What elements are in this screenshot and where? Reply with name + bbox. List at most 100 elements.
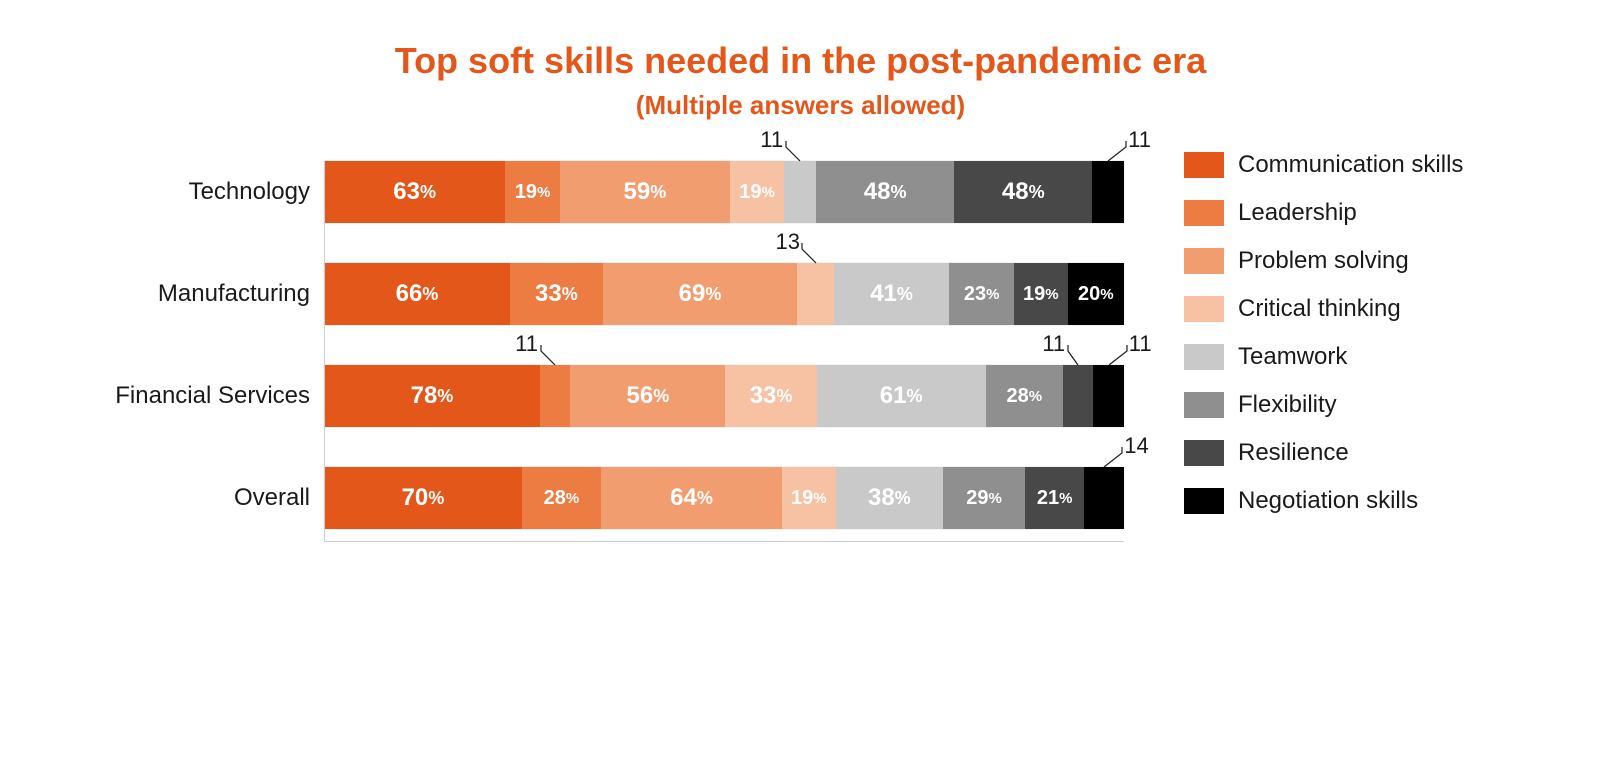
callout-text: 11 xyxy=(515,331,538,356)
bar-segment-communication: 66% xyxy=(324,263,510,325)
bar-segment-critical: 19% xyxy=(730,161,785,223)
legend-swatch xyxy=(1184,488,1224,514)
stacked-bar: 78% 56%33%61%28% xyxy=(324,365,1124,427)
rows-column: Technology63%19%59%19%48%48%1111Manufact… xyxy=(100,161,1124,529)
bar-segment-teamwork: 38% xyxy=(836,467,943,529)
bar-segment-flexibility: 48% xyxy=(816,161,954,223)
bar-area: 70%28%64%19%38%29%21%14 xyxy=(324,467,1124,529)
bar-segment-problem: 69% xyxy=(603,263,797,325)
bar-segment-leadership: 19% xyxy=(505,161,560,223)
bar-segment-communication: 63% xyxy=(324,161,505,223)
bar-segment-critical: 19% xyxy=(782,467,836,529)
callout-text: 11 xyxy=(1128,127,1151,152)
callout-label: 11 xyxy=(1128,127,1151,153)
legend-item: Communication skills xyxy=(1184,151,1463,179)
stacked-bar: 66%33%69% 41%23%19%20% xyxy=(324,263,1124,325)
bar-segment-flexibility: 28% xyxy=(986,365,1064,427)
bar-segment-leadership: 28% xyxy=(522,467,601,529)
chart-body: Technology63%19%59%19%48%48%1111Manufact… xyxy=(0,161,1601,529)
bar-segment-resilience: 19% xyxy=(1014,263,1068,325)
legend-label: Teamwork xyxy=(1238,343,1347,371)
callout-leader xyxy=(1042,331,1043,332)
legend-label: Communication skills xyxy=(1238,151,1463,179)
callout-text: 11 xyxy=(760,127,783,152)
row-label: Overall xyxy=(100,484,324,512)
bar-segment-problem: 64% xyxy=(601,467,782,529)
legend-item: Resilience xyxy=(1184,439,1463,467)
callout-text: 14 xyxy=(1124,433,1148,458)
bar-segment-negotiation xyxy=(1084,467,1124,529)
legend-swatch xyxy=(1184,296,1224,322)
bar-segment-resilience: 48% xyxy=(954,161,1092,223)
bar-segment-teamwork: 41% xyxy=(834,263,949,325)
callout-leader xyxy=(515,331,516,332)
bar-segment-communication: 70% xyxy=(324,467,522,529)
bar-area: 63%19%59%19%48%48%1111 xyxy=(324,161,1124,223)
chart-subtitle: (Multiple answers allowed) xyxy=(0,90,1601,121)
bar-segment-teamwork: 61% xyxy=(817,365,986,427)
chart-container: Top soft skills needed in the post-pande… xyxy=(0,0,1601,757)
callout-text: 13 xyxy=(776,229,800,254)
bar-segment-leadership: 33% xyxy=(510,263,603,325)
legend: Communication skills Leadership Problem so… xyxy=(1184,151,1463,529)
chart-title: Top soft skills needed in the post-pande… xyxy=(0,40,1601,82)
legend-item: Flexibility xyxy=(1184,391,1463,419)
legend-swatch xyxy=(1184,392,1224,418)
bar-segment-communication: 78% xyxy=(324,365,540,427)
legend-label: Critical thinking xyxy=(1238,295,1401,323)
callout-leader xyxy=(760,127,761,128)
x-axis-line xyxy=(324,541,1124,542)
legend-item: Problem solving xyxy=(1184,247,1463,275)
legend-item: Teamwork xyxy=(1184,343,1463,371)
chart-row: Technology63%19%59%19%48%48%1111 xyxy=(100,161,1124,223)
bar-segment-leadership xyxy=(540,365,570,427)
bar-area: 78%56%33%61%28%111111 xyxy=(324,365,1124,427)
legend-swatch xyxy=(1184,344,1224,370)
callout-label: 14 xyxy=(1124,433,1148,459)
callout-label: 11 xyxy=(1042,331,1065,357)
legend-label: Problem solving xyxy=(1238,247,1409,275)
legend-item: Leadership xyxy=(1184,199,1463,227)
legend-swatch xyxy=(1184,440,1224,466)
stacked-bar: 63%19%59%19%48%48% xyxy=(324,161,1124,223)
legend-item: Negotiation skills xyxy=(1184,487,1463,515)
callout-leader xyxy=(1128,127,1129,128)
legend-swatch xyxy=(1184,248,1224,274)
callout-label: 11 xyxy=(760,127,783,153)
callout-leader xyxy=(1129,331,1130,332)
row-label: Manufacturing xyxy=(100,280,324,308)
legend-label: Flexibility xyxy=(1238,391,1337,419)
bar-area: 66%33%69%41%23%19%20%13 xyxy=(324,263,1124,325)
legend-label: Resilience xyxy=(1238,439,1349,467)
callout-text: 11 xyxy=(1042,331,1065,356)
bar-segment-resilience xyxy=(1063,365,1093,427)
row-label: Financial Services xyxy=(100,382,324,410)
legend-label: Negotiation skills xyxy=(1238,487,1418,515)
bar-segment-flexibility: 29% xyxy=(943,467,1025,529)
y-axis-line xyxy=(324,161,325,541)
callout-label: 11 xyxy=(1129,331,1152,357)
chart-row: Overall70%28%64%19%38%29%21%14 xyxy=(100,467,1124,529)
callout-label: 11 xyxy=(515,331,538,357)
legend-item: Critical thinking xyxy=(1184,295,1463,323)
bar-segment-negotiation: 20% xyxy=(1068,263,1124,325)
legend-swatch xyxy=(1184,200,1224,226)
legend-swatch xyxy=(1184,152,1224,178)
bar-segment-negotiation xyxy=(1092,161,1124,223)
bar-segment-problem: 59% xyxy=(560,161,730,223)
callout-text: 11 xyxy=(1129,331,1152,356)
bar-segment-flexibility: 23% xyxy=(949,263,1014,325)
bar-segment-critical: 33% xyxy=(725,365,816,427)
bar-segment-resilience: 21% xyxy=(1025,467,1084,529)
bar-segment-negotiation xyxy=(1093,365,1123,427)
chart-row: Manufacturing66%33%69%41%23%19%20%13 xyxy=(100,263,1124,325)
callout-leader xyxy=(776,229,777,230)
callout-leader xyxy=(1124,433,1125,434)
bar-segment-problem: 56% xyxy=(570,365,725,427)
bar-segment-critical xyxy=(797,263,834,325)
callout-label: 13 xyxy=(776,229,800,255)
chart-row: Financial Services78%56%33%61%28%111111 xyxy=(100,365,1124,427)
row-label: Technology xyxy=(100,178,324,206)
legend-label: Leadership xyxy=(1238,199,1357,227)
bar-segment-teamwork xyxy=(784,161,816,223)
